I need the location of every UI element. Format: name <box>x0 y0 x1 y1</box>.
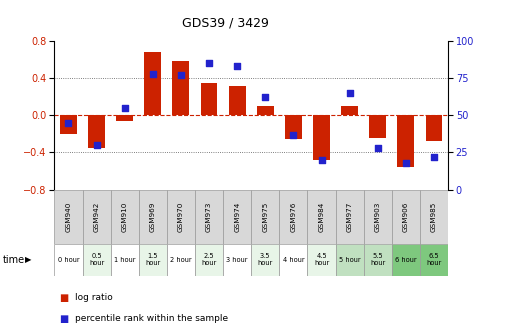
Bar <box>139 190 167 244</box>
Bar <box>167 190 195 244</box>
Text: 3.5
hour: 3.5 hour <box>257 253 273 267</box>
Text: GSM906: GSM906 <box>403 201 409 232</box>
Text: 0 hour: 0 hour <box>57 257 79 263</box>
Text: 1.5
hour: 1.5 hour <box>145 253 161 267</box>
Text: 1 hour: 1 hour <box>114 257 135 263</box>
Point <box>402 160 410 165</box>
Bar <box>392 190 420 244</box>
Text: GSM973: GSM973 <box>206 201 212 232</box>
Point <box>92 143 100 148</box>
Text: GSM984: GSM984 <box>319 201 325 232</box>
Bar <box>195 190 223 244</box>
Bar <box>336 190 364 244</box>
Bar <box>341 106 358 115</box>
Text: log ratio: log ratio <box>75 293 113 302</box>
Bar <box>139 244 167 276</box>
Text: GSM910: GSM910 <box>122 201 128 232</box>
Point <box>318 157 326 163</box>
Bar <box>279 190 308 244</box>
Bar <box>392 244 420 276</box>
Text: ■: ■ <box>60 293 69 302</box>
Bar <box>82 244 111 276</box>
Text: ■: ■ <box>60 314 69 324</box>
Bar <box>251 244 279 276</box>
Text: GSM977: GSM977 <box>347 201 353 232</box>
Bar <box>200 83 218 115</box>
Text: time: time <box>3 255 25 265</box>
Text: percentile rank within the sample: percentile rank within the sample <box>75 314 228 323</box>
Bar <box>116 115 133 121</box>
Bar <box>223 190 251 244</box>
Text: 6.5
hour: 6.5 hour <box>426 253 442 267</box>
Bar <box>195 244 223 276</box>
Text: GSM969: GSM969 <box>150 201 156 232</box>
Point <box>233 63 241 69</box>
Point <box>430 154 438 160</box>
Text: GSM975: GSM975 <box>262 201 268 232</box>
Bar <box>364 244 392 276</box>
Text: GSM985: GSM985 <box>431 201 437 232</box>
Point <box>177 73 185 78</box>
Text: GSM976: GSM976 <box>291 201 296 232</box>
Bar <box>54 190 82 244</box>
Bar <box>172 61 190 115</box>
Point <box>261 95 269 100</box>
Bar <box>60 115 77 134</box>
Text: ▶: ▶ <box>25 255 32 265</box>
Text: 5.5
hour: 5.5 hour <box>370 253 385 267</box>
Text: GSM970: GSM970 <box>178 201 184 232</box>
Bar <box>285 115 302 139</box>
Bar <box>364 190 392 244</box>
Bar <box>313 115 330 160</box>
Text: 6 hour: 6 hour <box>395 257 416 263</box>
Text: 2.5
hour: 2.5 hour <box>202 253 217 267</box>
Text: GSM903: GSM903 <box>375 201 381 232</box>
Text: GSM974: GSM974 <box>234 201 240 232</box>
Bar <box>336 244 364 276</box>
Text: 4 hour: 4 hour <box>283 257 304 263</box>
Bar <box>88 115 105 148</box>
Bar <box>111 244 139 276</box>
Bar <box>223 244 251 276</box>
Bar <box>82 190 111 244</box>
Bar <box>251 190 279 244</box>
Bar <box>420 190 448 244</box>
Bar <box>308 190 336 244</box>
Bar <box>54 244 82 276</box>
Bar <box>369 115 386 138</box>
Text: 4.5
hour: 4.5 hour <box>314 253 329 267</box>
Point <box>121 105 129 111</box>
Bar <box>229 85 246 115</box>
Point <box>64 120 73 125</box>
Text: 5 hour: 5 hour <box>339 257 361 263</box>
Point <box>205 60 213 66</box>
Bar <box>397 115 414 167</box>
Bar <box>308 244 336 276</box>
Text: 3 hour: 3 hour <box>226 257 248 263</box>
Text: 2 hour: 2 hour <box>170 257 192 263</box>
Point <box>373 146 382 151</box>
Bar <box>167 244 195 276</box>
Text: 0.5
hour: 0.5 hour <box>89 253 104 267</box>
Bar <box>426 115 442 141</box>
Bar <box>257 106 274 115</box>
Bar <box>420 244 448 276</box>
Bar <box>111 190 139 244</box>
Bar <box>279 244 308 276</box>
Bar <box>145 52 161 115</box>
Text: GSM942: GSM942 <box>94 201 99 232</box>
Point <box>346 90 354 95</box>
Text: GSM940: GSM940 <box>65 201 71 232</box>
Point <box>289 132 297 137</box>
Point <box>149 71 157 76</box>
Text: GDS39 / 3429: GDS39 / 3429 <box>182 16 269 29</box>
